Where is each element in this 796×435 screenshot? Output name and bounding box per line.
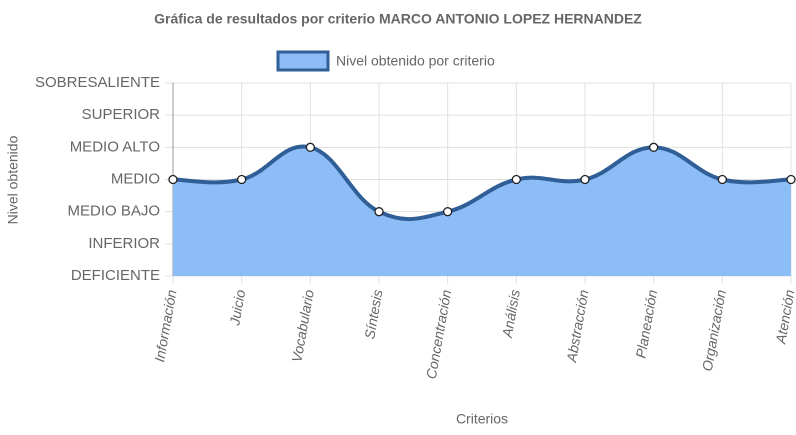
area <box>173 146 791 276</box>
point <box>237 174 247 185</box>
y-tick-label: MEDIO BAJO <box>67 203 160 220</box>
legend-swatch <box>276 50 330 72</box>
x-tick-label: Concentración <box>423 288 454 380</box>
y-tick-label: DEFICIENTE <box>71 267 160 284</box>
y-tick-label: MEDIO <box>111 170 160 187</box>
point <box>374 207 384 217</box>
x-tick-label: Organización <box>699 288 729 372</box>
x-tick-label: Planeación <box>632 288 660 359</box>
x-axis-title: Criterios <box>456 411 508 427</box>
y-tick-label: INFERIOR <box>88 235 160 252</box>
x-tick-label: Juicio <box>226 288 248 327</box>
x-tick-label: Abstracción <box>563 288 592 364</box>
x-tick-label: Atención <box>772 288 796 346</box>
line <box>172 144 792 222</box>
x-tick-label: Información <box>151 288 179 363</box>
point <box>580 174 590 185</box>
point <box>786 174 796 185</box>
chart-title: Gráfica de resultados por criterio MARCO… <box>154 11 642 27</box>
x-tick-label: Análisis <box>499 288 523 339</box>
point <box>511 174 521 185</box>
x-tick-label: Síntesis <box>361 288 385 340</box>
point <box>305 142 315 152</box>
point <box>649 142 659 152</box>
legend-label: Nivel obtenido por criterio <box>336 53 495 69</box>
y-tick-label: MEDIO ALTO <box>70 138 160 155</box>
point <box>168 174 178 185</box>
y-axis-title: Nivel obtenido <box>5 135 21 224</box>
y-tick-label: SUPERIOR <box>82 106 161 123</box>
y-tick-label: SOBRESALIENTE <box>35 74 160 91</box>
x-tick-label: Vocabulario <box>288 288 317 363</box>
point <box>443 207 453 217</box>
point <box>717 174 727 185</box>
